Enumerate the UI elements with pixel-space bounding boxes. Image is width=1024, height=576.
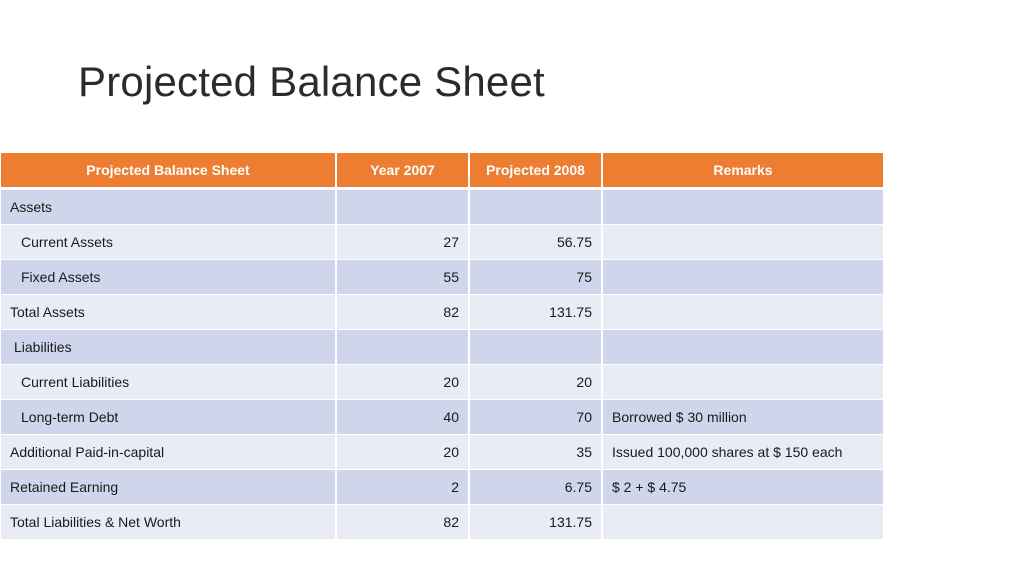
slide-title: Projected Balance Sheet bbox=[78, 58, 545, 105]
row-label: Current Liabilities bbox=[1, 364, 337, 400]
row-label: Assets bbox=[1, 188, 337, 225]
row-remarks bbox=[602, 364, 883, 400]
row-year-2007: 82 bbox=[336, 294, 470, 330]
row-projected-2008: 35 bbox=[469, 434, 603, 470]
row-label: Total Liabilities & Net Worth bbox=[1, 504, 337, 540]
row-label: Fixed Assets bbox=[1, 259, 337, 295]
table-row: Total Liabilities & Net Worth 82 131.75 bbox=[1, 504, 883, 540]
row-year-2007 bbox=[336, 329, 470, 365]
row-remarks bbox=[602, 188, 883, 225]
row-year-2007 bbox=[336, 188, 470, 225]
row-remarks: Borrowed $ 30 million bbox=[602, 399, 883, 435]
table-row: Current Liabilities 20 20 bbox=[1, 364, 883, 400]
row-projected-2008: 70 bbox=[469, 399, 603, 435]
row-remarks bbox=[602, 504, 883, 540]
row-remarks bbox=[602, 259, 883, 295]
row-year-2007: 20 bbox=[336, 434, 470, 470]
row-label: Total Assets bbox=[1, 294, 337, 330]
row-remarks: Issued 100,000 shares at $ 150 each bbox=[602, 434, 883, 470]
table-row: Long-term Debt 40 70 Borrowed $ 30 milli… bbox=[1, 399, 883, 435]
table-header-row: Projected Balance Sheet Year 2007 Projec… bbox=[1, 153, 883, 190]
table-row: Fixed Assets 55 75 bbox=[1, 259, 883, 295]
table-row: Current Assets 27 56.75 bbox=[1, 224, 883, 260]
row-projected-2008 bbox=[469, 188, 603, 225]
table-row: Total Assets 82 131.75 bbox=[1, 294, 883, 330]
header-remarks: Remarks bbox=[602, 153, 883, 190]
row-year-2007: 55 bbox=[336, 259, 470, 295]
row-projected-2008: 56.75 bbox=[469, 224, 603, 260]
row-label: Retained Earning bbox=[1, 469, 337, 505]
row-year-2007: 82 bbox=[336, 504, 470, 540]
row-projected-2008 bbox=[469, 329, 603, 365]
row-projected-2008: 6.75 bbox=[469, 469, 603, 505]
row-projected-2008: 131.75 bbox=[469, 504, 603, 540]
header-projected-2008: Projected 2008 bbox=[469, 153, 603, 190]
row-year-2007: 27 bbox=[336, 224, 470, 260]
header-label: Projected Balance Sheet bbox=[1, 153, 337, 190]
table-row: Retained Earning 2 6.75 $ 2 + $ 4.75 bbox=[1, 469, 883, 505]
row-remarks bbox=[602, 224, 883, 260]
row-projected-2008: 20 bbox=[469, 364, 603, 400]
row-label: Liabilities bbox=[1, 329, 337, 365]
row-year-2007: 40 bbox=[336, 399, 470, 435]
row-remarks bbox=[602, 294, 883, 330]
table-row: Additional Paid-in-capital 20 35 Issued … bbox=[1, 434, 883, 470]
header-year-2007: Year 2007 bbox=[336, 153, 470, 190]
row-remarks: $ 2 + $ 4.75 bbox=[602, 469, 883, 505]
row-projected-2008: 75 bbox=[469, 259, 603, 295]
row-year-2007: 2 bbox=[336, 469, 470, 505]
row-label: Additional Paid-in-capital bbox=[1, 434, 337, 470]
balance-sheet-table: Projected Balance Sheet Year 2007 Projec… bbox=[1, 153, 883, 540]
row-projected-2008: 131.75 bbox=[469, 294, 603, 330]
row-year-2007: 20 bbox=[336, 364, 470, 400]
row-remarks bbox=[602, 329, 883, 365]
row-label: Long-term Debt bbox=[1, 399, 337, 435]
table-row: Liabilities bbox=[1, 329, 883, 365]
table-row: Assets bbox=[1, 188, 883, 225]
row-label: Current Assets bbox=[1, 224, 337, 260]
